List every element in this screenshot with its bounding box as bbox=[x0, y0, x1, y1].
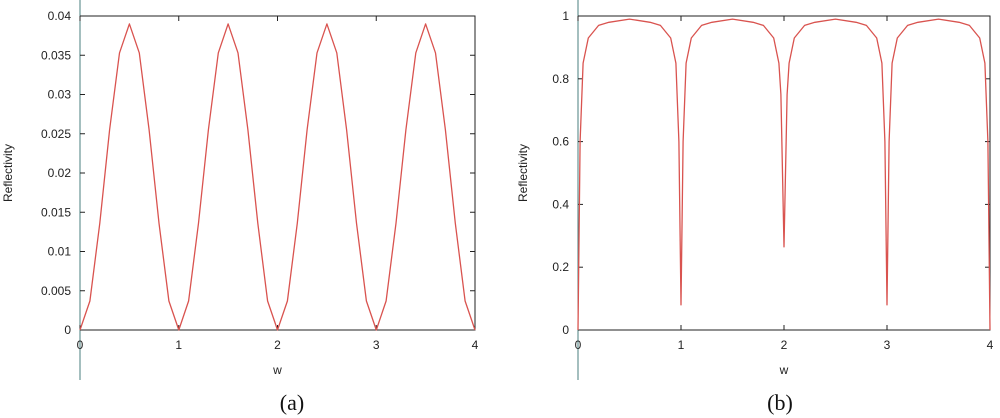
x-tick-label: 4 bbox=[472, 338, 479, 352]
y-tick-label: 0.6 bbox=[552, 135, 569, 149]
x-tick-label: 1 bbox=[678, 338, 685, 352]
x-tick-label: 4 bbox=[987, 338, 994, 352]
y-tick-label: 0 bbox=[562, 323, 569, 337]
x-tick-label: 3 bbox=[373, 338, 380, 352]
y-tick-label: 0.025 bbox=[41, 127, 71, 141]
x-tick-label: 3 bbox=[884, 338, 891, 352]
chart-panel-b: 0 0.2 0.4 0.6 0.8 1 0 1 2 3 4 w Reflectivity (b) bbox=[516, 0, 994, 415]
y-tick-label: 0 bbox=[64, 323, 71, 337]
figure-caption: (a) bbox=[280, 390, 304, 415]
figure-caption: (b) bbox=[767, 390, 793, 415]
y-axis-label: Reflectivity bbox=[1, 144, 15, 202]
y-axis-label: Reflectivity bbox=[516, 144, 530, 202]
y-tick-label: 0.4 bbox=[552, 197, 569, 211]
chart-panel-a: 0 0.005 0.01 0.015 0.02 0.025 0.03 0.035 0.04 0 1 2… bbox=[1, 0, 479, 415]
y-tick-label: 0.04 bbox=[48, 9, 72, 23]
y-tick-label: 0.8 bbox=[552, 72, 569, 86]
x-tick-label: 0 bbox=[77, 338, 84, 352]
y-tick-label: 0.03 bbox=[48, 88, 72, 102]
plot-frame bbox=[79, 15, 476, 331]
series-line bbox=[577, 18, 991, 331]
series-line bbox=[79, 23, 476, 331]
y-tick-label: 0.01 bbox=[48, 245, 72, 259]
x-tick-label: 2 bbox=[274, 338, 281, 352]
x-tick-label: 0 bbox=[575, 338, 582, 352]
y-tick-label: 0.005 bbox=[41, 284, 71, 298]
y-tick-label: 0.035 bbox=[41, 48, 71, 62]
x-axis-label: w bbox=[779, 363, 789, 377]
y-tick-label: 0.02 bbox=[48, 166, 72, 180]
plot-frame bbox=[577, 15, 991, 331]
y-tick-label: 0.015 bbox=[41, 205, 71, 219]
y-tick-label: 0.2 bbox=[552, 260, 569, 274]
y-tick-label: 1 bbox=[562, 9, 569, 23]
x-axis-label: w bbox=[272, 363, 282, 377]
x-tick-label: 2 bbox=[781, 338, 788, 352]
x-tick-label: 1 bbox=[175, 338, 182, 352]
